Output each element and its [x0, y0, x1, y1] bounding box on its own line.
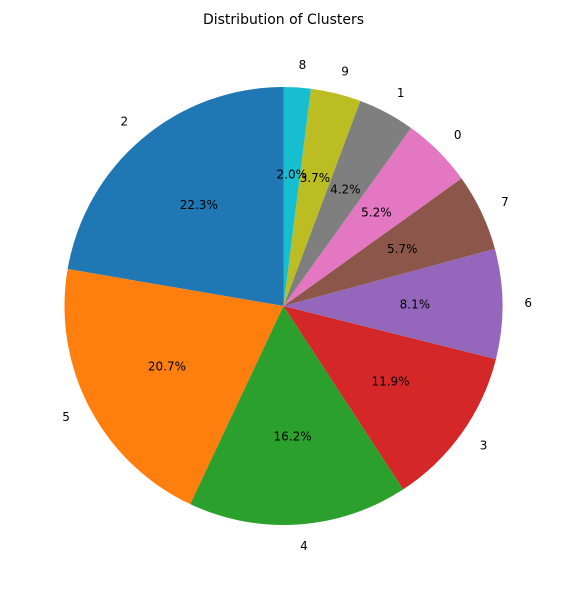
- slice-label-4: 4: [300, 539, 308, 553]
- pie-slice-3: [283, 306, 496, 490]
- slice-label-8: 8: [299, 58, 307, 72]
- pie-slice-0: [283, 128, 462, 306]
- percent-label-1: 4.2%: [330, 183, 361, 197]
- pie-category-labels: 2 5 4 3 6 7 0 1 9 8: [62, 58, 532, 553]
- slice-label-6: 6: [524, 296, 532, 310]
- pie-slice-5: [64, 269, 284, 505]
- percent-label-3: 11.9%: [371, 375, 409, 389]
- pie-slices: [64, 87, 503, 525]
- percent-label-6: 8.1%: [400, 297, 431, 311]
- pie-slice-1: [283, 100, 412, 307]
- pie-percent-labels: 22.3% 20.7% 16.2% 11.9% 8.1% 5.7% 5.2%4.2%3.7%…: [148, 167, 430, 443]
- percent-label-8: 2.0%: [277, 167, 308, 181]
- percent-label-4: 16.2%: [274, 430, 312, 444]
- pie-slice-7: [283, 178, 495, 306]
- percent-label-5: 20.7%: [148, 359, 186, 373]
- pie-slice-2: [67, 87, 284, 306]
- slice-label-1: 1: [397, 86, 405, 100]
- slice-label-9: 9: [341, 65, 349, 79]
- pie-slice-4: [190, 306, 404, 525]
- slice-label-3: 3: [480, 438, 488, 452]
- pie-slice-9: [283, 88, 361, 306]
- percent-label-9: 3.7%: [300, 171, 331, 185]
- percent-label-2: 22.3%: [180, 198, 218, 212]
- pie-slice-6: [283, 248, 503, 360]
- slice-label-7: 7: [501, 195, 509, 209]
- slice-label-0: 0: [454, 128, 462, 142]
- chart-title: Distribution of Clusters: [203, 12, 364, 28]
- slice-label-2: 2: [121, 114, 129, 128]
- slice-label-5: 5: [62, 410, 70, 424]
- pie-slice-8: [283, 87, 311, 306]
- percent-label-0: 5.2%: [361, 206, 392, 220]
- percent-label-7: 5.7%: [387, 242, 418, 256]
